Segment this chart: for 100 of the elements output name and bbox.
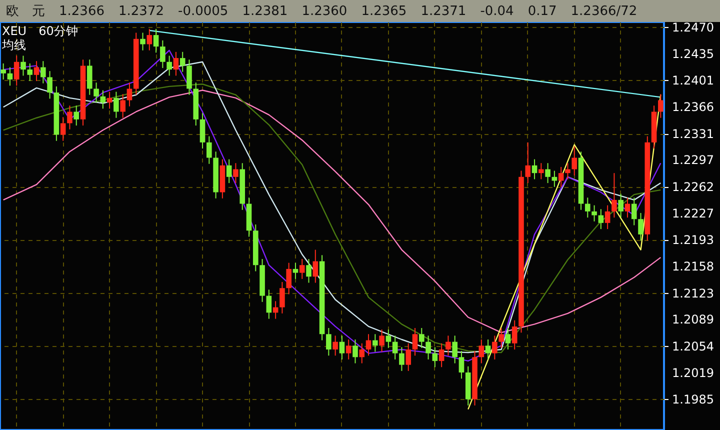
candlestick — [612, 172, 617, 218]
candlestick — [114, 91, 119, 118]
chart-title: XEU 60分钟 — [2, 24, 78, 38]
candlestick — [478, 339, 484, 364]
candlestick — [106, 91, 112, 110]
text: 1.2365 — [361, 4, 407, 18]
candlestick — [638, 212, 644, 242]
candlestick — [140, 32, 146, 51]
candlestick — [200, 112, 206, 150]
candlestick — [146, 28, 152, 51]
candlestick — [505, 328, 511, 350]
candlestick — [631, 197, 637, 226]
text: -0.04 — [480, 4, 514, 18]
candlestick — [399, 346, 404, 372]
candlestick — [598, 208, 604, 230]
y-tick-label: 1.2401 — [672, 73, 714, 88]
candlestick — [538, 162, 544, 180]
text: 1.2381 — [242, 4, 288, 18]
candlestick — [379, 329, 384, 352]
candlestick — [67, 105, 72, 130]
candlestick — [452, 335, 458, 364]
candlestick — [446, 335, 451, 356]
candlestick — [126, 82, 132, 107]
candlestick — [233, 162, 238, 184]
candlestick — [624, 197, 630, 218]
candlestick — [27, 62, 33, 82]
candlestick — [153, 28, 159, 54]
candlestick — [352, 339, 358, 364]
candlestick — [532, 158, 538, 180]
y-tick-label: 1.2019 — [672, 366, 714, 380]
y-tick-label: 1.2331 — [672, 126, 714, 141]
y-tick-label: 1.1985 — [672, 392, 714, 406]
candlestick — [492, 335, 498, 360]
y-tick-label: 1.2366 — [672, 100, 714, 114]
candlestick — [406, 342, 412, 372]
candlestick — [286, 262, 292, 295]
candlestick — [292, 262, 298, 280]
candlestick — [565, 162, 570, 180]
candlestick — [498, 328, 504, 348]
candlestick — [426, 335, 431, 360]
candlestick — [74, 105, 80, 126]
candlestick — [545, 162, 550, 184]
candlestick — [280, 281, 285, 314]
y-tick-label: 1.2470 — [672, 20, 714, 34]
y-tick-label: 1.2123 — [672, 286, 714, 300]
candlestick — [312, 249, 318, 284]
candlestick — [558, 166, 564, 188]
candlestick — [100, 90, 106, 110]
text: 1.2372 — [118, 4, 164, 18]
candlestick — [60, 116, 66, 142]
candlestick — [392, 335, 398, 360]
candlestick — [432, 346, 438, 368]
candlestick — [584, 197, 590, 218]
candlestick — [592, 204, 597, 222]
text: 1.2360 — [302, 4, 348, 18]
y-tick-label: 1.2054 — [672, 339, 714, 354]
candlestick — [572, 146, 578, 176]
candlestick — [94, 82, 99, 104]
candlestick — [34, 60, 40, 82]
candlestick — [339, 335, 345, 360]
candlestick — [412, 328, 418, 356]
candlestick — [173, 51, 179, 76]
candlestick — [166, 55, 172, 76]
y-tick-label: 1.2089 — [672, 312, 714, 327]
text: 欧 元 — [6, 3, 45, 20]
candlestick — [658, 94, 664, 118]
text: 0.17 — [528, 4, 557, 18]
candlestick — [332, 335, 338, 356]
candlestick — [120, 94, 126, 118]
candlestick — [485, 339, 491, 360]
candlestick — [40, 60, 46, 84]
text: 1.2366 — [59, 4, 104, 18]
candlestick — [14, 55, 20, 86]
candlestick — [186, 59, 192, 96]
y-tick-label: 1.2193 — [672, 232, 714, 247]
candlestick — [180, 51, 186, 72]
candlestick — [299, 258, 305, 280]
candlestick — [458, 350, 464, 380]
candlestick — [326, 328, 332, 356]
candlestick — [604, 204, 610, 230]
text: 1.2366/72 — [570, 4, 638, 18]
candlestick — [346, 339, 352, 360]
candlestick — [226, 158, 232, 184]
candlestick — [7, 66, 13, 86]
candlestick — [618, 193, 624, 218]
y-tick-label: 1.2227 — [672, 206, 714, 221]
candlestick — [47, 70, 52, 100]
text: -0.0005 — [178, 4, 228, 18]
y-tick-label: 1.2262 — [672, 180, 714, 194]
candlestick — [418, 328, 424, 348]
candlestick — [266, 289, 272, 320]
candlestick — [359, 342, 365, 364]
candlestick — [86, 59, 92, 96]
candlestick — [372, 334, 378, 352]
candlestick — [20, 55, 26, 76]
text: 均线 — [2, 38, 27, 52]
candlestick — [160, 40, 166, 69]
text: 1.2371 — [420, 4, 466, 18]
candlestick — [0, 62, 6, 80]
y-tick-label: 1.2297 — [672, 153, 714, 168]
